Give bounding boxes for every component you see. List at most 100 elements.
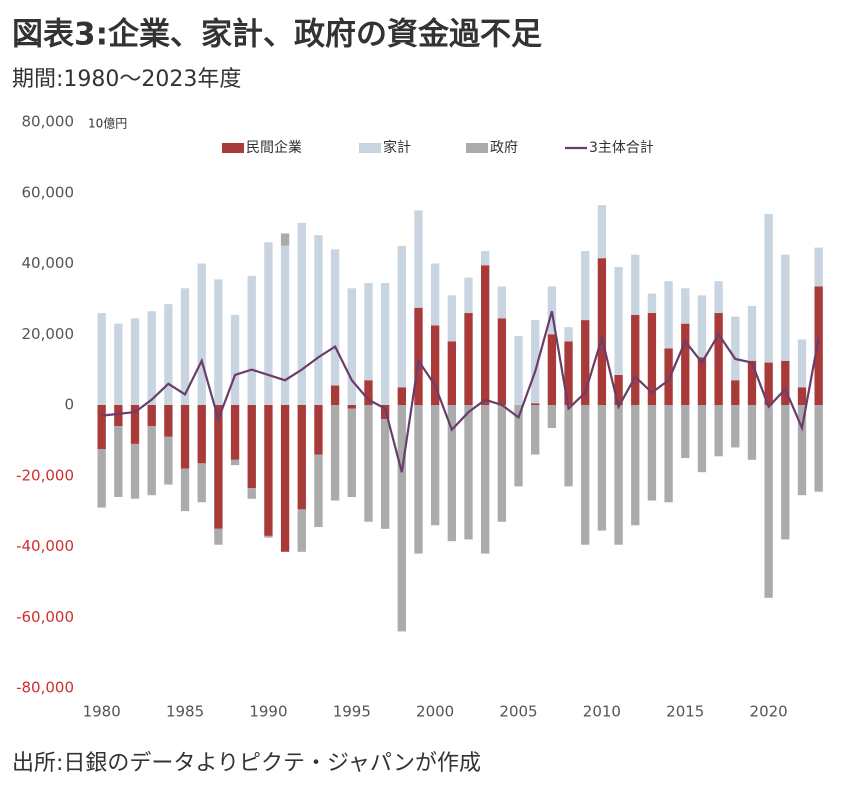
bar-segment xyxy=(264,535,273,538)
bar-segment xyxy=(364,405,373,522)
bar-segment xyxy=(164,436,173,485)
bar-segment xyxy=(364,380,373,405)
bar-segment xyxy=(130,443,140,499)
bar-segment xyxy=(230,459,240,466)
bar-segment xyxy=(180,288,190,405)
bar-segment xyxy=(597,258,607,405)
y-tick-label: -20,000 xyxy=(16,466,74,484)
bar-segment xyxy=(764,362,773,405)
bar-segment xyxy=(597,405,607,531)
bar-segment xyxy=(214,528,223,545)
x-tick-label: 1980 xyxy=(83,703,121,721)
bar-segment xyxy=(731,380,740,405)
bar-segment xyxy=(497,318,507,405)
bar-segment xyxy=(597,205,607,259)
bar-segment xyxy=(731,316,740,381)
bar-segment xyxy=(497,405,507,522)
bar-segment xyxy=(581,405,590,545)
bar-segment xyxy=(447,295,456,342)
chart-subtitle: 期間:1980～2023年度 xyxy=(12,67,241,92)
bar-segment xyxy=(614,374,623,405)
bar-segment xyxy=(147,405,156,427)
bar-segment xyxy=(464,313,473,405)
bar-segment xyxy=(297,405,306,510)
bar-segment xyxy=(280,245,290,405)
bar-segment xyxy=(164,405,173,437)
y-tick-label: -60,000 xyxy=(16,608,74,626)
bar-segment xyxy=(214,279,223,405)
bar-segment xyxy=(697,295,707,358)
bar-segment xyxy=(230,314,240,405)
bar-segment xyxy=(714,405,723,457)
bar-segment xyxy=(814,405,823,492)
y-tick-label: 20,000 xyxy=(22,325,75,343)
bar-segment xyxy=(430,405,440,526)
bar-segment xyxy=(464,405,473,540)
bar-segment xyxy=(330,249,340,386)
bar-segment xyxy=(764,405,773,598)
bar-segment xyxy=(114,323,123,405)
bar-segment xyxy=(364,282,373,381)
bar-segment xyxy=(314,405,323,455)
x-tick-label: 2000 xyxy=(416,703,454,721)
bar-segment xyxy=(747,360,757,405)
bar-segment xyxy=(697,357,707,405)
source-note: 出所:日銀のデータよりピクテ・ジャパンが作成 xyxy=(12,751,481,776)
bar-segment xyxy=(681,288,690,324)
bar-segment xyxy=(514,405,523,487)
bar-segment xyxy=(264,242,273,405)
bar-segment xyxy=(614,267,623,375)
legend-label: 政府 xyxy=(490,140,518,156)
bar-segment xyxy=(180,405,190,469)
bar-segment xyxy=(747,405,757,460)
bar-segment xyxy=(447,341,456,405)
x-tick-label: 1985 xyxy=(166,703,204,721)
bar-segment xyxy=(397,405,406,632)
bar-segment xyxy=(564,341,573,405)
bar-segment xyxy=(581,251,590,321)
bar-segment xyxy=(481,405,490,554)
bar-segment xyxy=(531,403,540,405)
bar-segment xyxy=(664,405,673,503)
bar-segment xyxy=(147,311,156,405)
bar-segment xyxy=(164,304,173,405)
bar-segment xyxy=(714,281,723,314)
bar-segment xyxy=(280,405,290,552)
bar-segment xyxy=(814,247,823,287)
bar-segment xyxy=(147,426,156,496)
legend-label: 3主体合計 xyxy=(589,140,654,156)
bar-segment xyxy=(114,426,123,497)
bar-segment xyxy=(814,286,823,405)
bar-segment xyxy=(797,387,807,405)
bar-segment xyxy=(714,313,723,405)
bar-segment xyxy=(447,405,456,542)
bar-segment xyxy=(97,313,106,405)
bar-segment xyxy=(347,405,356,409)
y-tick-label: 0 xyxy=(64,396,74,414)
bar-segment xyxy=(230,405,240,460)
bar-segment xyxy=(397,387,406,405)
x-tick-label: 2005 xyxy=(499,703,537,721)
legend-label: 民間企業 xyxy=(246,139,302,156)
bar-segment xyxy=(430,263,440,326)
bar-segment xyxy=(380,419,390,529)
bar-segment xyxy=(464,277,473,314)
bar-segment xyxy=(781,405,790,540)
x-tick-label: 2020 xyxy=(750,703,788,721)
bar-segment xyxy=(747,305,757,361)
bar-segment xyxy=(797,339,807,388)
bar-segment xyxy=(397,245,406,388)
bar-segment xyxy=(631,314,640,405)
x-tick-label: 1995 xyxy=(333,703,371,721)
bar-segment xyxy=(347,288,356,405)
bar-segment xyxy=(280,233,290,246)
bar-segment xyxy=(497,286,507,319)
bar-segment xyxy=(414,210,423,308)
bar-segment xyxy=(130,405,140,444)
bar-segment xyxy=(330,385,340,405)
bar-segment xyxy=(380,282,390,405)
bar-segment xyxy=(347,408,356,497)
bar-segment xyxy=(430,325,440,405)
bar-segment xyxy=(414,307,423,405)
